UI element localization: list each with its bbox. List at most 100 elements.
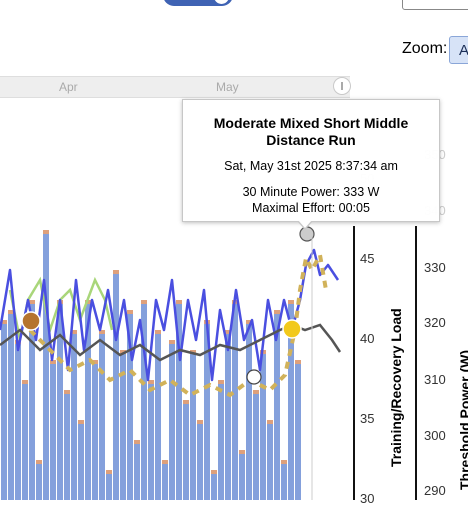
load-bar <box>295 360 301 500</box>
bar-cap <box>78 420 84 424</box>
bar-cap <box>141 300 147 304</box>
load-bar <box>141 300 147 500</box>
load-bar <box>64 390 70 500</box>
load-bar <box>99 330 105 500</box>
power-series-line <box>0 248 340 382</box>
bar-cap <box>218 380 224 384</box>
bar-cap <box>92 360 98 364</box>
tooltip-power: 30 Minute Power: 333 W <box>242 185 380 199</box>
load-tick: 45 <box>360 251 375 266</box>
bar-cap <box>155 330 161 334</box>
load-bar <box>274 310 280 500</box>
load-bar <box>239 450 245 500</box>
load-bar <box>1 320 7 500</box>
navigator-month-may: May <box>216 80 239 94</box>
load-bar <box>43 230 49 500</box>
event-marker <box>21 311 41 331</box>
load-tick: 30 <box>360 491 375 506</box>
load-bar <box>57 300 63 500</box>
power-tick: 290 <box>424 483 446 498</box>
power-tick: 320 <box>424 315 446 330</box>
bar-cap <box>253 390 259 394</box>
power-axis-title: Threshold Power (W) <box>457 350 468 490</box>
load-bar <box>8 310 14 500</box>
navigator-handle[interactable] <box>333 77 351 95</box>
load-bar <box>148 380 154 500</box>
load-bar <box>106 470 112 500</box>
power-tick: 300 <box>424 428 446 443</box>
range-navigator[interactable]: Apr May <box>0 76 350 98</box>
load-bar <box>162 460 168 500</box>
load-bar <box>190 350 196 500</box>
load-bar <box>267 420 273 500</box>
bar-cap <box>113 270 119 274</box>
toggle-knob <box>214 0 229 4</box>
load-bar <box>183 400 189 500</box>
recovery-series-line <box>28 248 328 398</box>
bar-cap <box>274 310 280 314</box>
load-bar <box>78 420 84 500</box>
load-bar <box>127 310 133 500</box>
activity-tooltip: Moderate Mixed Short Middle Distance Run… <box>182 99 440 222</box>
load-bar <box>29 300 35 500</box>
tooltip-title: Moderate Mixed Short Middle Distance Run <box>213 115 409 148</box>
load-bar <box>113 270 119 500</box>
load-tick: 40 <box>360 331 375 346</box>
load-bar <box>176 300 182 500</box>
load-bar <box>225 330 231 500</box>
bar-cap <box>183 400 189 404</box>
bar-cap <box>169 340 175 344</box>
power-axis-line <box>415 226 417 500</box>
highlight-marker <box>282 319 302 339</box>
load-bar <box>36 460 42 500</box>
bar-cap <box>246 320 252 324</box>
bar-cap <box>71 330 77 334</box>
top-select[interactable] <box>402 0 468 10</box>
tooltip-date: Sat, May 31st 2025 8:37:34 am <box>224 159 398 173</box>
view-toggle[interactable] <box>163 0 233 6</box>
bar-cap <box>148 380 154 384</box>
load-bar <box>288 300 294 500</box>
bar-cap <box>281 460 287 464</box>
load-bar <box>232 300 238 500</box>
bar-cap <box>29 300 35 304</box>
bar-cap <box>36 460 42 464</box>
zoom-button[interactable]: A <box>449 36 468 64</box>
bar-cap <box>8 310 14 314</box>
bar-cap <box>267 420 273 424</box>
load-bars <box>1 230 301 500</box>
load-axis-line <box>353 226 355 500</box>
bar-cap <box>50 360 56 364</box>
load-bar <box>218 380 224 500</box>
zoom-label: Zoom: <box>402 40 448 57</box>
bar-cap <box>64 390 70 394</box>
bar-cap <box>239 450 245 454</box>
navigator-month-apr: Apr <box>59 80 78 94</box>
load-series-line <box>0 323 342 362</box>
bar-cap <box>176 300 182 304</box>
load-bar <box>120 350 126 500</box>
bar-cap <box>99 330 105 334</box>
load-bar <box>71 330 77 500</box>
bar-cap <box>162 460 168 464</box>
load-bar <box>211 470 217 500</box>
load-bar <box>204 320 210 500</box>
bar-cap <box>225 330 231 334</box>
hover-marker <box>246 369 262 385</box>
load-bar <box>22 380 28 500</box>
chart-markers <box>21 226 315 385</box>
bar-cap <box>22 380 28 384</box>
load-bar <box>155 330 161 500</box>
load-bar <box>253 390 259 500</box>
power-tick: 310 <box>424 372 446 387</box>
load-bar <box>246 320 252 500</box>
load-axis-title: Training/Recovery Load <box>388 308 404 467</box>
load-bar <box>281 460 287 500</box>
bar-cap <box>288 300 294 304</box>
power-tick: 330 <box>424 260 446 275</box>
load-tick: 35 <box>360 411 375 426</box>
load-bar <box>85 300 91 500</box>
load-bar <box>169 340 175 500</box>
load-bar <box>15 340 21 500</box>
